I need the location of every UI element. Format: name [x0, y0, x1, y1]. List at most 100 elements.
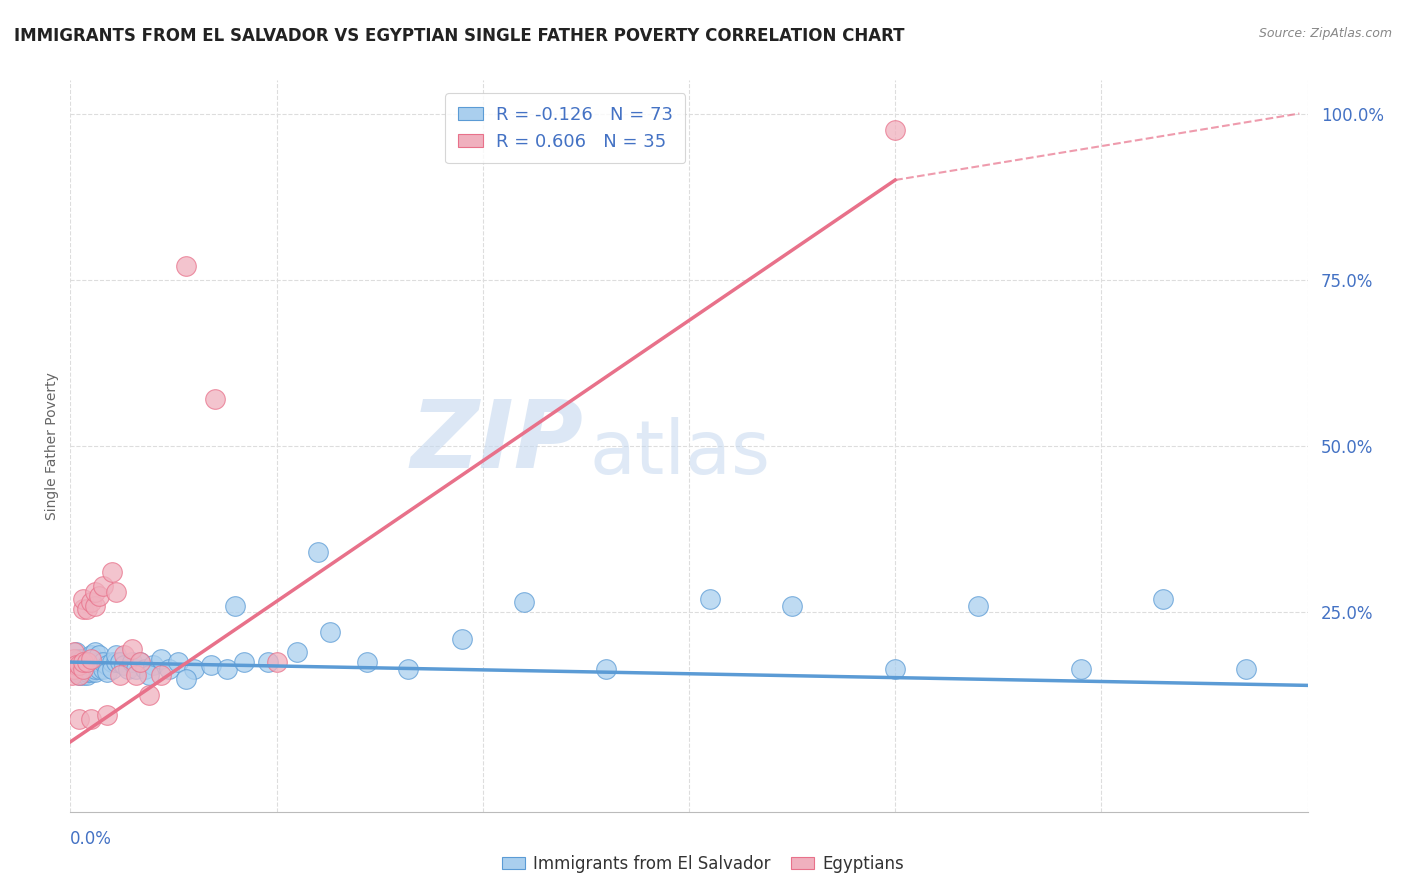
- Text: Source: ZipAtlas.com: Source: ZipAtlas.com: [1258, 27, 1392, 40]
- Point: [65, 665, 87, 679]
- Point: [84, 599, 107, 613]
- Point: [72, 662, 94, 676]
- Point: [224, 599, 246, 613]
- Point: [60, 668, 83, 682]
- Point: [91, 655, 114, 669]
- Point: [67, 668, 90, 682]
- Point: [67, 652, 90, 666]
- Point: [72, 655, 94, 669]
- Point: [699, 591, 721, 606]
- Point: [134, 662, 156, 676]
- Point: [80, 665, 103, 679]
- Point: [125, 668, 148, 682]
- Point: [72, 658, 94, 673]
- Point: [204, 392, 226, 407]
- Point: [174, 672, 197, 686]
- Point: [183, 662, 205, 676]
- Point: [966, 599, 988, 613]
- Point: [72, 602, 94, 616]
- Point: [67, 658, 90, 673]
- Point: [63, 662, 86, 676]
- Point: [76, 655, 98, 669]
- Point: [80, 648, 103, 663]
- Point: [1234, 662, 1257, 676]
- Point: [104, 655, 127, 669]
- Point: [129, 655, 152, 669]
- Point: [63, 652, 86, 666]
- Point: [780, 599, 803, 613]
- Text: atlas: atlas: [591, 417, 770, 490]
- Point: [884, 123, 907, 137]
- Point: [112, 648, 135, 663]
- Point: [72, 652, 94, 666]
- Point: [76, 662, 98, 676]
- Point: [150, 668, 173, 682]
- Text: IMMIGRANTS FROM EL SALVADOR VS EGYPTIAN SINGLE FATHER POVERTY CORRELATION CHART: IMMIGRANTS FROM EL SALVADOR VS EGYPTIAN …: [14, 27, 904, 45]
- Legend: R = -0.126   N = 73, R = 0.606   N = 35: R = -0.126 N = 73, R = 0.606 N = 35: [446, 93, 685, 163]
- Point: [80, 712, 103, 726]
- Point: [166, 655, 188, 669]
- Point: [72, 665, 94, 679]
- Point: [513, 595, 536, 609]
- Point: [157, 662, 180, 676]
- Point: [1152, 591, 1174, 606]
- Point: [356, 655, 378, 669]
- Point: [215, 662, 238, 676]
- Point: [121, 641, 143, 656]
- Point: [257, 655, 280, 669]
- Point: [84, 662, 107, 676]
- Point: [76, 602, 98, 616]
- Point: [76, 668, 98, 682]
- Point: [67, 658, 90, 673]
- Point: [100, 662, 122, 676]
- Point: [129, 655, 152, 669]
- Point: [232, 655, 254, 669]
- Point: [89, 662, 111, 676]
- Point: [84, 645, 107, 659]
- Point: [117, 662, 139, 676]
- Point: [84, 665, 107, 679]
- Point: [76, 665, 98, 679]
- Point: [63, 652, 86, 666]
- Point: [104, 648, 127, 663]
- Point: [104, 585, 127, 599]
- Point: [72, 591, 94, 606]
- Point: [96, 708, 118, 723]
- Point: [67, 668, 90, 682]
- Point: [138, 668, 160, 682]
- Point: [319, 625, 342, 640]
- Point: [451, 632, 474, 646]
- Point: [125, 662, 148, 676]
- Y-axis label: Single Father Poverty: Single Father Poverty: [45, 372, 59, 520]
- Point: [63, 645, 86, 659]
- Point: [91, 579, 114, 593]
- Point: [67, 665, 90, 679]
- Point: [72, 655, 94, 669]
- Point: [266, 655, 288, 669]
- Point: [89, 589, 111, 603]
- Point: [150, 652, 173, 666]
- Point: [67, 712, 90, 726]
- Point: [60, 655, 83, 669]
- Point: [80, 652, 103, 666]
- Point: [89, 655, 111, 669]
- Point: [80, 595, 103, 609]
- Point: [121, 655, 143, 669]
- Point: [398, 662, 420, 676]
- Point: [65, 645, 87, 659]
- Point: [884, 662, 907, 676]
- Point: [1070, 662, 1092, 676]
- Text: 0.0%: 0.0%: [70, 830, 112, 848]
- Point: [307, 545, 329, 559]
- Point: [72, 662, 94, 676]
- Point: [142, 658, 165, 673]
- Point: [100, 655, 122, 669]
- Point: [112, 658, 135, 673]
- Point: [72, 668, 94, 682]
- Point: [108, 655, 131, 669]
- Legend: Immigrants from El Salvador, Egyptians: Immigrants from El Salvador, Egyptians: [495, 848, 911, 880]
- Point: [108, 668, 131, 682]
- Point: [96, 665, 118, 679]
- Point: [174, 260, 197, 274]
- Point: [91, 662, 114, 676]
